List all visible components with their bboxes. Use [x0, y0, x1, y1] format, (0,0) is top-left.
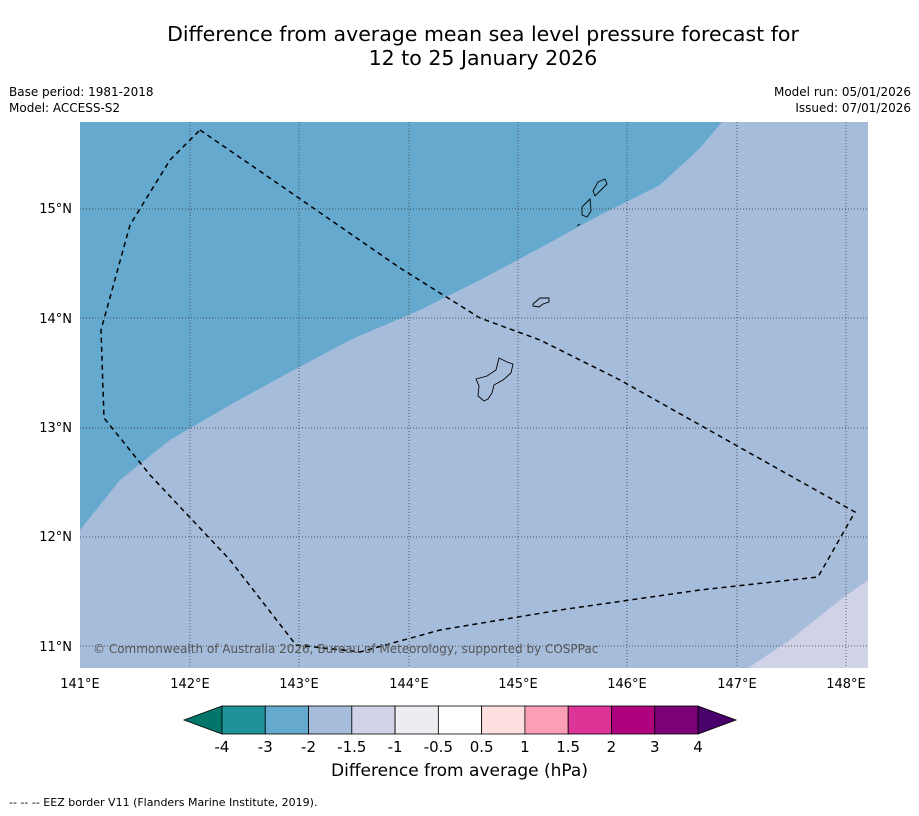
chart-title: Difference from average mean sea level p…: [80, 22, 886, 70]
issued-date: Issued: 07/01/2026: [795, 101, 911, 115]
colorbar-tick-label: 4: [693, 738, 703, 756]
colorbar-segment: [567, 705, 612, 735]
colorbar-tick-label: -1.5: [337, 738, 366, 756]
colorbar-segment: [654, 705, 699, 735]
lon-label: 148°E: [826, 677, 866, 692]
island-rota: [532, 297, 550, 308]
lon-label: 143°E: [279, 677, 319, 692]
colorbar-extend-max: [697, 705, 738, 735]
colorbar-tick-label: -4: [215, 738, 230, 756]
island-guam: [475, 357, 514, 402]
eez-footnote: -- -- -- EEZ border V11 (Flanders Marine…: [9, 796, 318, 809]
lon-label: 147°E: [717, 677, 757, 692]
lat-label: 11°N: [39, 640, 72, 655]
lat-labels: 15°N 14°N 13°N 12°N 11°N: [39, 202, 72, 655]
colorbar-tick-label: 1.5: [556, 738, 580, 756]
copyright-text: © Commonwealth of Australia 2026, Bureau…: [93, 642, 598, 656]
model-run: Model run: 05/01/2026: [773, 85, 911, 99]
colorbar-tick-label: 0.5: [470, 738, 494, 756]
lon-label: 142°E: [170, 677, 210, 692]
colorbar-segment: [308, 705, 353, 735]
lon-label: 144°E: [389, 677, 429, 692]
gridlines: [80, 122, 868, 668]
colorbar-tick-label: -2: [301, 738, 316, 756]
colorbar-tick-label: -3: [258, 738, 273, 756]
islands: [475, 178, 608, 402]
colorbar-segment: [264, 705, 309, 735]
lat-label: 13°N: [39, 421, 72, 436]
meta-right: Model run: 05/01/2026 Issued: 07/01/2026: [774, 84, 911, 116]
colorbar-segment: [611, 705, 656, 735]
colorbar: -4 -3 -2 -1.5 -1 -0.5 0.5 1 1.5 2 3 4: [182, 705, 738, 756]
base-period: Base period: 1981-2018: [9, 85, 154, 99]
island-saipan: [592, 178, 608, 197]
island-tinian: [581, 197, 592, 218]
lat-label: 15°N: [39, 202, 72, 217]
colorbar-segment: [221, 705, 266, 735]
colorbar-segment: [524, 705, 569, 735]
meta-left: Base period: 1981-2018 Model: ACCESS-S2: [9, 84, 154, 116]
lon-label: 141°E: [60, 677, 100, 692]
colorbar-tick-label: -0.5: [424, 738, 453, 756]
colorbar-extend-min: [182, 705, 223, 735]
model-name: Model: ACCESS-S2: [9, 101, 121, 115]
colorbar-tick-label: -1: [388, 738, 403, 756]
lat-label: 12°N: [39, 530, 72, 545]
lat-label: 14°N: [39, 312, 72, 327]
pressure-band-minus1-5: [748, 580, 868, 668]
colorbar-label: Difference from average (hPa): [331, 761, 588, 781]
lon-label: 146°E: [607, 677, 647, 692]
colorbar-segment: [351, 705, 396, 735]
island-aguijan: [576, 223, 581, 227]
colorbar-segment: [394, 705, 439, 735]
lon-labels: 141°E 142°E 143°E 144°E 145°E 146°E 147°…: [60, 677, 866, 692]
colorbar-tick-label: 2: [607, 738, 617, 756]
map-area: © Commonwealth of Australia 2026, Bureau…: [80, 122, 868, 668]
eez-border: [100, 129, 857, 653]
colorbar-segment: [437, 705, 483, 735]
colorbar-tick-label: 1: [520, 738, 530, 756]
lon-label: 145°E: [498, 677, 538, 692]
pressure-band-minus3: [80, 122, 722, 530]
colorbar-tick-label: 3: [650, 738, 660, 756]
title-line-2: 12 to 25 January 2026: [368, 46, 598, 70]
colorbar-segment: [481, 705, 526, 735]
title-line-1: Difference from average mean sea level p…: [167, 22, 799, 46]
